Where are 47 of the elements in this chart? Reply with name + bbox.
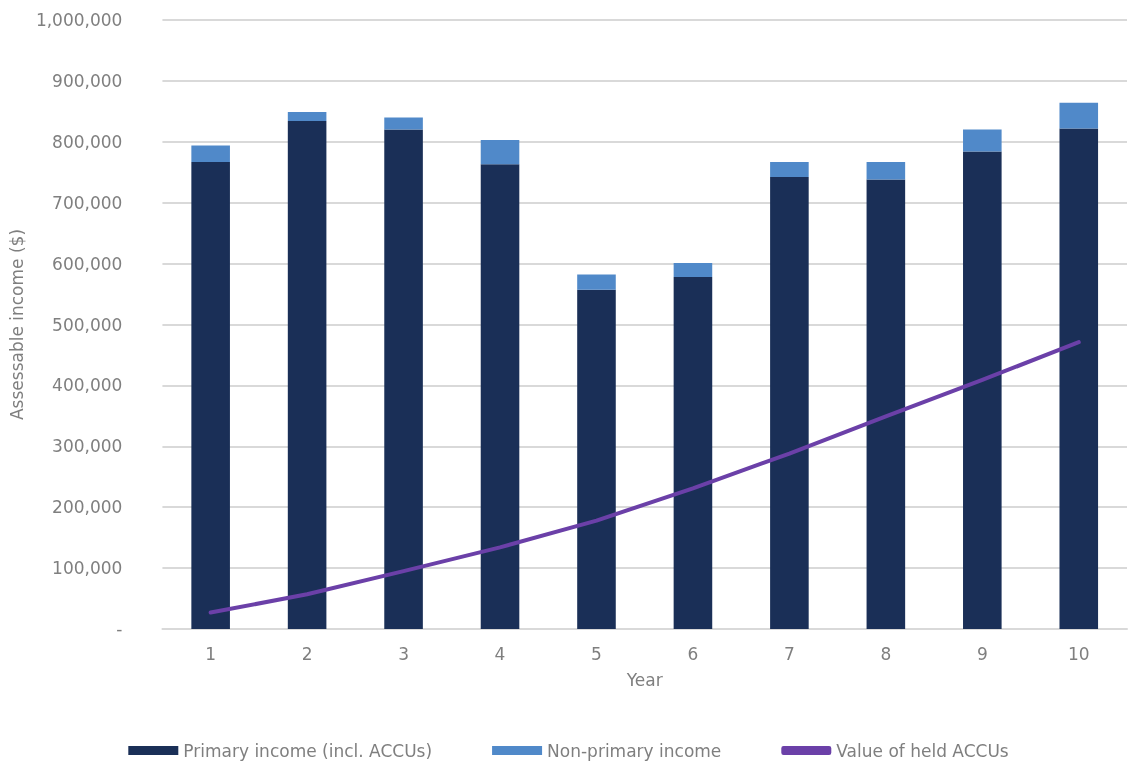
- legend-label: Primary income (incl. ACCUs): [183, 740, 433, 761]
- line-series: [208, 340, 1081, 615]
- y-tick-label: 300,000: [52, 436, 123, 457]
- y-tick-label: 400,000: [52, 375, 123, 396]
- y-tick-label: 600,000: [52, 253, 123, 274]
- bar: [287, 121, 327, 629]
- bar: [673, 277, 713, 629]
- bar: [866, 161, 906, 180]
- bar: [963, 151, 1002, 629]
- bar: [866, 179, 906, 629]
- x-tick-label: 9: [976, 643, 988, 664]
- y-tick-label: 500,000: [52, 314, 123, 335]
- y-tick-label: -: [116, 619, 123, 639]
- bar: [191, 161, 230, 629]
- x-tick-label: 5: [591, 643, 602, 664]
- bar: [770, 161, 809, 178]
- y-tick-label: 200,000: [52, 497, 123, 518]
- bar: [191, 145, 230, 162]
- y-tick-label: 1,000,000: [35, 10, 123, 30]
- bar: [577, 289, 616, 629]
- bar: [384, 129, 423, 629]
- x-axis-title: Year: [625, 669, 663, 690]
- bar: [1059, 128, 1099, 629]
- y-axis-title: Assessable income ($): [6, 228, 27, 421]
- bar: [384, 117, 423, 130]
- bar: [963, 129, 1002, 152]
- x-tick-label: 10: [1067, 643, 1090, 664]
- legend-label: Value of held ACCUs: [836, 740, 1009, 761]
- bar: [480, 139, 520, 165]
- x-tick-label: 3: [398, 643, 409, 664]
- bar: [673, 262, 713, 277]
- bar: [1059, 102, 1099, 129]
- y-tick-label: 100,000: [52, 558, 123, 579]
- x-tick-label: 8: [880, 643, 892, 664]
- bar: [287, 111, 327, 122]
- x-tick-label: 7: [783, 643, 795, 664]
- x-tick-label: 4: [494, 643, 506, 664]
- legend-label: Non-primary income: [547, 740, 722, 761]
- y-tick-label: 800,000: [52, 131, 123, 152]
- x-tick-label: 1: [205, 643, 217, 664]
- bar: [577, 274, 616, 290]
- x-tick-label: 6: [687, 643, 699, 664]
- y-tick-label: 900,000: [52, 70, 123, 91]
- x-tick-label: 2: [301, 643, 313, 664]
- y-tick-label: 700,000: [52, 192, 123, 213]
- bar: [770, 177, 809, 629]
- bar: [480, 164, 520, 629]
